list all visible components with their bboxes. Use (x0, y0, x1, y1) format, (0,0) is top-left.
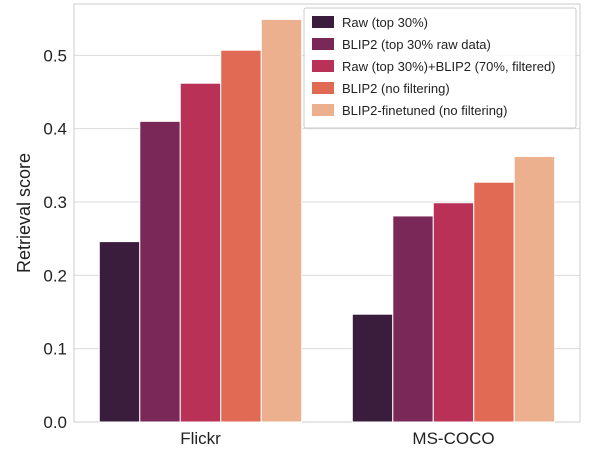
x-axis-ticks: Flickr MS-COCO (180, 429, 494, 448)
bar (220, 49, 262, 423)
legend-label: Raw (top 30%)+BLIP2 (70%, filtered) (342, 59, 556, 74)
y-axis-ticks: 0.0 0.1 0.2 0.3 0.4 0.5 (43, 46, 67, 432)
legend-label: BLIP2 (top 30% raw data) (342, 37, 491, 52)
x-tick-label: MS-COCO (412, 429, 494, 448)
legend-label: BLIP2 (no filtering) (342, 81, 450, 96)
legend-box (303, 7, 577, 129)
legend-swatch (312, 82, 334, 94)
legend-swatch (312, 104, 334, 116)
bar (139, 120, 181, 423)
legend-label: Raw (top 30%) (342, 15, 428, 30)
legend-swatch (312, 38, 334, 50)
plot-area-frame (73, 3, 581, 423)
legend-swatch (312, 16, 334, 28)
y-tick-label: 0.2 (43, 266, 67, 285)
bar (392, 215, 434, 423)
legend-swatch (312, 60, 334, 72)
y-tick-label: 0.1 (43, 340, 67, 359)
bar (473, 181, 515, 423)
bar (98, 241, 141, 423)
bar (179, 82, 222, 423)
y-tick-label: 0.5 (43, 46, 67, 65)
bars (98, 18, 556, 423)
bar (260, 18, 303, 423)
legend: Raw (top 30%) BLIP2 (top 30% raw data) Raw… (303, 7, 577, 129)
x-tick-label: Flickr (180, 429, 221, 448)
y-axis-title: Retrieval score (14, 153, 34, 273)
bar (351, 313, 394, 423)
bar (432, 202, 475, 423)
legend-label: BLIP2-finetuned (no filtering) (342, 103, 507, 118)
y-tick-label: 0.3 (43, 193, 67, 212)
bar (513, 156, 556, 423)
y-tick-label: 0.0 (43, 413, 67, 432)
y-tick-label: 0.4 (43, 120, 67, 139)
